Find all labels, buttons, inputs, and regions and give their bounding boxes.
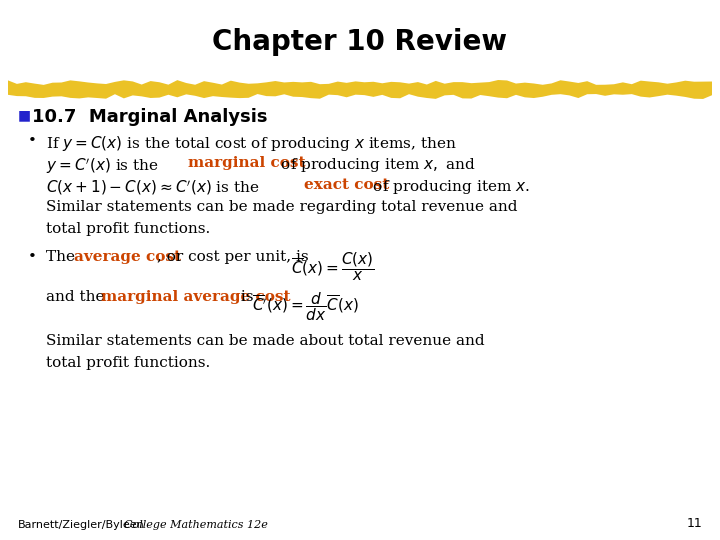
Text: $\overline{C}(x) = \dfrac{C(x)}{x}$: $\overline{C}(x) = \dfrac{C(x)}{x}$ xyxy=(291,250,375,283)
Text: total profit functions.: total profit functions. xyxy=(46,356,210,370)
Text: •: • xyxy=(28,250,37,264)
Text: Barnett/Ziegler/Byleen: Barnett/Ziegler/Byleen xyxy=(18,520,145,530)
Text: , or cost per unit, is: , or cost per unit, is xyxy=(157,250,309,264)
Text: Similar statements can be made about total revenue and: Similar statements can be made about tot… xyxy=(46,334,485,348)
Text: Similar statements can be made regarding total revenue and: Similar statements can be made regarding… xyxy=(46,200,518,214)
Text: and the: and the xyxy=(46,290,109,304)
Text: •: • xyxy=(28,134,37,148)
Text: marginal average cost: marginal average cost xyxy=(101,290,290,304)
Text: $\overline{C}'(x) = \dfrac{d}{dx}\overline{C}(x)$: $\overline{C}'(x) = \dfrac{d}{dx}\overli… xyxy=(252,290,359,323)
Text: exact cost: exact cost xyxy=(304,178,390,192)
Text: of producing item $x.$: of producing item $x.$ xyxy=(368,178,530,196)
Text: College Mathematics 12e: College Mathematics 12e xyxy=(124,520,268,530)
Text: marginal cost: marginal cost xyxy=(188,156,305,170)
Text: $y = C'(x)$ is the: $y = C'(x)$ is the xyxy=(46,156,160,176)
Text: $C(x+1) - C(x) \approx C'(x)$ is the: $C(x+1) - C(x) \approx C'(x)$ is the xyxy=(46,178,261,197)
Text: of producing item $x,$ and: of producing item $x,$ and xyxy=(276,156,475,174)
Text: 10.7  Marginal Analysis: 10.7 Marginal Analysis xyxy=(32,108,268,126)
Text: is: is xyxy=(236,290,253,304)
Text: total profit functions.: total profit functions. xyxy=(46,222,210,236)
Text: average cost: average cost xyxy=(74,250,181,264)
Text: 11: 11 xyxy=(686,517,702,530)
Text: Chapter 10 Review: Chapter 10 Review xyxy=(212,28,508,56)
Polygon shape xyxy=(8,80,712,99)
Text: If $y = C(x)$ is the total cost of producing $x$ items, then: If $y = C(x)$ is the total cost of produ… xyxy=(46,134,456,153)
Text: The: The xyxy=(46,250,80,264)
Text: ■: ■ xyxy=(18,108,31,122)
